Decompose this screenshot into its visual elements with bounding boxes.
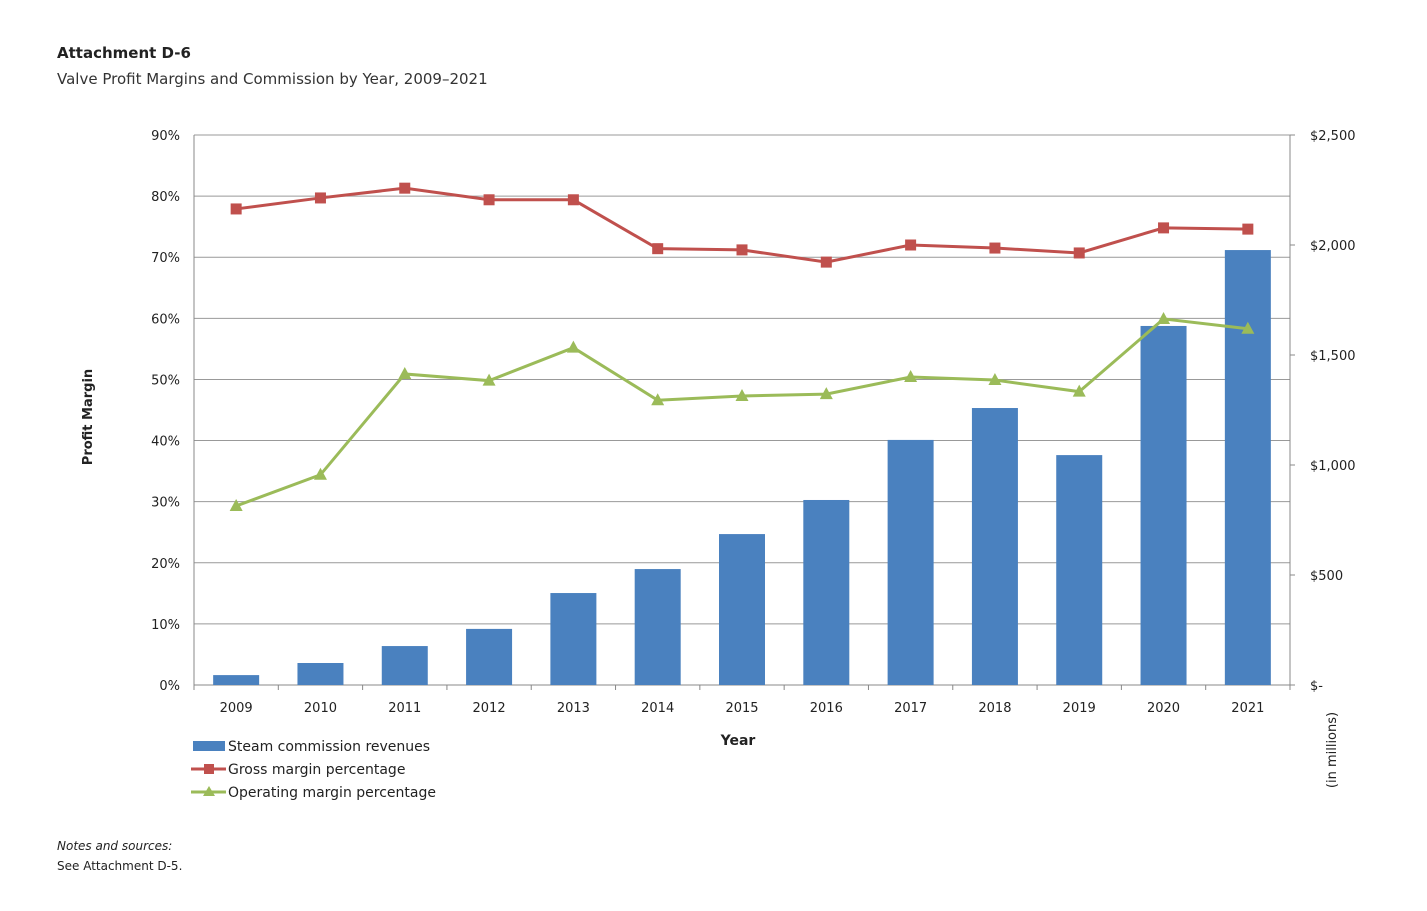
x-tick-label: 2014 xyxy=(641,701,674,716)
data-point xyxy=(1072,384,1086,397)
bar xyxy=(803,499,850,685)
x-tick-label: 2016 xyxy=(810,701,843,716)
y-tick-label: 30% xyxy=(151,496,180,511)
bar xyxy=(550,593,597,685)
legend-label: Steam commission revenues xyxy=(228,739,430,755)
data-point xyxy=(820,256,832,268)
x-tick-label: 2018 xyxy=(978,701,1011,716)
chart-subtitle: Valve Profit Margins and Commission by Y… xyxy=(57,70,488,88)
y2-tick-label: $1,000 xyxy=(1310,459,1356,474)
x-tick-label: 2019 xyxy=(1063,701,1096,716)
data-point xyxy=(1073,247,1085,259)
notes-text: See Attachment D-5. xyxy=(57,859,183,873)
x-tick-label: 2020 xyxy=(1147,701,1180,716)
y-tick-label: 80% xyxy=(151,190,180,205)
legend-swatch xyxy=(193,741,225,751)
x-tick-label: 2010 xyxy=(304,701,337,716)
data-point xyxy=(567,194,579,206)
bar xyxy=(213,675,260,685)
x-tick-label: 2017 xyxy=(894,701,927,716)
bar xyxy=(971,408,1018,685)
data-point xyxy=(652,243,664,255)
data-point xyxy=(399,182,411,194)
bar xyxy=(466,628,513,685)
notes-label: Notes and sources: xyxy=(57,839,173,853)
x-tick-label: 2021 xyxy=(1231,701,1264,716)
y2-tick-label: $500 xyxy=(1310,569,1343,584)
y-tick-label: 50% xyxy=(151,373,180,388)
bar xyxy=(634,569,681,685)
data-point xyxy=(1158,222,1170,234)
legend-label: Operating margin percentage xyxy=(228,785,436,801)
bar xyxy=(1056,455,1103,685)
bar xyxy=(719,534,765,685)
data-point xyxy=(566,340,580,353)
data-point xyxy=(1242,223,1254,235)
data-point xyxy=(229,498,243,511)
y-tick-label: 70% xyxy=(151,251,180,266)
x-tick-label: 2012 xyxy=(473,701,506,716)
y-axis-title: Profit Margin xyxy=(81,369,96,465)
y2-tick-label: $2,000 xyxy=(1310,239,1356,254)
y2-tick-label: $- xyxy=(1310,679,1323,694)
bar xyxy=(1140,325,1187,685)
data-point xyxy=(819,387,833,400)
bar xyxy=(381,646,428,685)
x-tick-label: 2009 xyxy=(220,701,253,716)
page-title: Attachment D-6 xyxy=(57,44,191,62)
y2-tick-label: $1,500 xyxy=(1310,349,1356,364)
y2-tick-label: $2,500 xyxy=(1310,129,1356,144)
bar xyxy=(1224,250,1271,685)
bar xyxy=(887,439,934,685)
y-tick-label: 60% xyxy=(151,312,180,327)
x-axis-title: Year xyxy=(720,733,756,749)
data-point xyxy=(1241,321,1255,334)
data-point xyxy=(988,373,1002,386)
data-point xyxy=(736,244,748,256)
y-tick-label: 20% xyxy=(151,557,180,572)
data-point xyxy=(398,366,412,379)
data-point xyxy=(483,194,495,206)
data-point xyxy=(905,239,917,251)
data-point xyxy=(230,203,242,215)
legend-marker xyxy=(204,764,214,774)
data-point xyxy=(989,242,1001,254)
x-tick-label: 2011 xyxy=(388,701,421,716)
data-point xyxy=(735,388,749,401)
y-tick-label: 40% xyxy=(151,435,180,450)
x-tick-label: 2015 xyxy=(725,701,758,716)
legend-label: Gross margin percentage xyxy=(228,762,405,778)
legend-marker xyxy=(203,786,215,796)
y-tick-label: 90% xyxy=(151,129,180,144)
y2-axis-title: (in millions) xyxy=(1325,712,1340,788)
data-point xyxy=(313,467,327,480)
x-tick-label: 2013 xyxy=(557,701,590,716)
data-point xyxy=(651,393,665,406)
y-tick-label: 10% xyxy=(151,618,180,633)
data-point xyxy=(482,373,496,386)
data-point xyxy=(904,370,918,382)
data-point xyxy=(1157,311,1171,324)
y-tick-label: 0% xyxy=(159,679,180,694)
bar xyxy=(297,663,344,685)
data-point xyxy=(314,192,326,204)
